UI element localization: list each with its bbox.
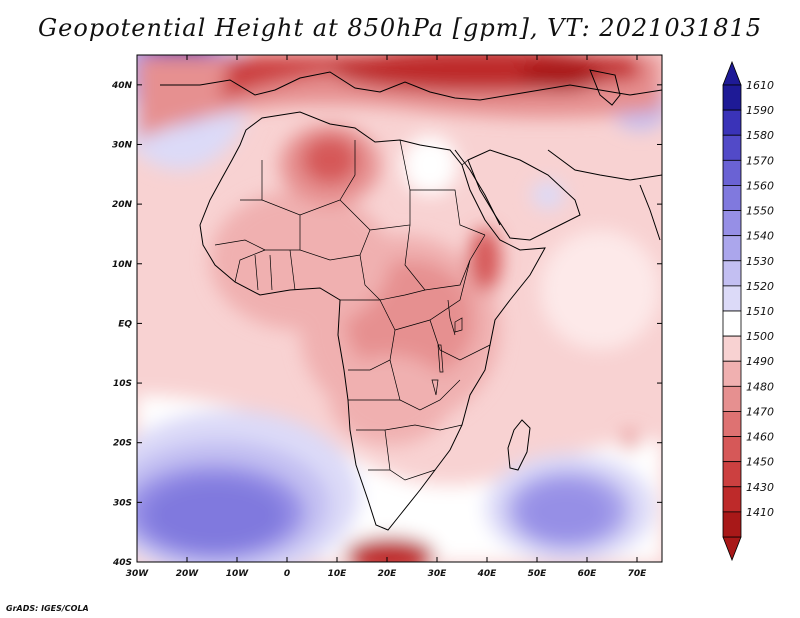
lon-label: 20W <box>176 569 200 579</box>
colorbar-label: 1550 <box>746 205 774 218</box>
lat-label: 10S <box>113 379 132 389</box>
colorbar-top-arrow <box>722 60 742 86</box>
colorbar-label: 1570 <box>746 154 774 167</box>
colorbar-label: 1430 <box>746 481 774 494</box>
lon-label: 20E <box>378 569 398 579</box>
colorbar-swatch <box>722 84 742 111</box>
colorbar-bottom-arrow <box>722 536 742 562</box>
colorbar-label: 1510 <box>746 305 774 318</box>
colorbar-swatch <box>722 134 742 161</box>
map-title: Geopotential Height at 850hPa [gpm], VT:… <box>38 14 762 42</box>
lon-label: 70E <box>628 569 648 579</box>
colorbar-label: 1540 <box>746 230 774 243</box>
colorbar-swatch <box>722 411 742 437</box>
colorbar-swatch <box>722 360 742 387</box>
lon-label: 0 <box>284 569 290 579</box>
colorbar-swatch <box>722 511 742 538</box>
colorbar-swatch <box>722 210 742 237</box>
lat-label: 20N <box>112 200 133 210</box>
colorbar-swatch <box>722 185 742 211</box>
colorbar-swatch <box>722 285 742 312</box>
colorbar-label: 1450 <box>746 456 774 469</box>
colorbar-label: 1460 <box>746 431 774 444</box>
colorbar-label: 1500 <box>746 330 774 343</box>
coastlines <box>160 69 662 531</box>
lat-label: 10N <box>112 260 133 270</box>
colorbar-label: 1490 <box>746 355 774 368</box>
lon-label: 30E <box>428 569 448 579</box>
colorbar-label: 1480 <box>746 380 774 393</box>
colorbar-swatch <box>722 461 742 488</box>
lon-label: 60E <box>578 569 598 579</box>
africa-coastline <box>199 111 546 531</box>
colorbar-swatch <box>722 486 742 513</box>
lat-label: 30S <box>113 498 132 508</box>
colorbar-label: 1410 <box>746 506 774 519</box>
colorbar-label: 1470 <box>746 405 774 418</box>
colorbar-label: 1530 <box>746 255 774 268</box>
grads-credit: GrADS: IGES/COLA <box>6 604 89 613</box>
country-borders <box>214 139 491 481</box>
colorbar-label: 1590 <box>746 104 774 117</box>
colorbar-label: 1560 <box>746 179 774 192</box>
colorbar-swatch <box>722 310 742 337</box>
colorbar-swatch <box>722 385 742 412</box>
colorbar-swatch <box>722 260 742 287</box>
lat-label: 40S <box>112 558 132 568</box>
map-frame <box>136 54 663 563</box>
colorbar-swatch <box>722 436 742 463</box>
colorbar-swatch <box>722 109 742 136</box>
lon-label: 10W <box>226 569 250 579</box>
colorbar-swatch <box>722 159 742 186</box>
colorbar-label: 1610 <box>746 79 774 92</box>
lon-label: 50E <box>528 569 548 579</box>
colorbar: 1610 1590 1580 1570 1560 1550 1540 1530 1520 1510… <box>722 60 774 562</box>
lat-label: EQ <box>118 319 132 329</box>
madagascar-coastline <box>507 419 531 471</box>
geopotential-field <box>137 55 662 562</box>
lat-label: 40N <box>111 81 133 91</box>
lon-label: 10E <box>328 569 348 579</box>
europe-coastline <box>160 71 662 101</box>
colorbar-label: 1520 <box>746 280 774 293</box>
lon-label: 40E <box>477 569 498 579</box>
lon-label: 30W <box>126 569 150 579</box>
lat-label: 30N <box>112 140 133 150</box>
lat-label: 20S <box>113 439 132 449</box>
colorbar-swatch <box>722 335 742 362</box>
colorbar-label: 1580 <box>746 129 774 142</box>
colorbar-swatch <box>722 235 742 262</box>
